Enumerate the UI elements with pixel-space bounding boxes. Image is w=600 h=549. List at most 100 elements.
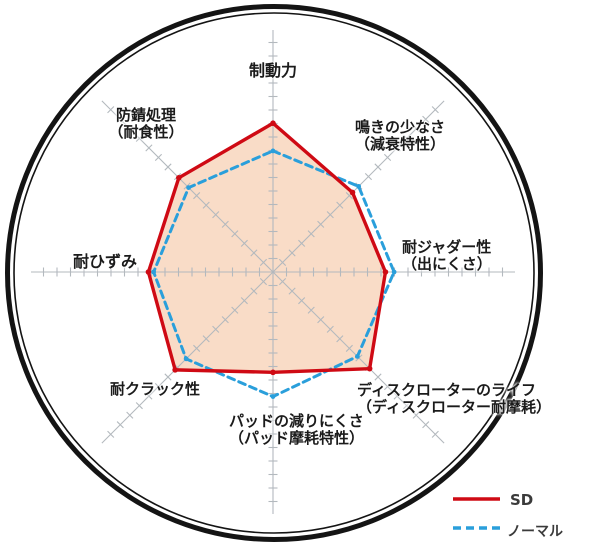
axis-tick [145, 392, 153, 400]
axis-label-braking: 制動力 [249, 62, 297, 79]
axis-tick [336, 201, 344, 209]
axis-label-distortion: 耐ひずみ [73, 253, 137, 270]
axis-tick [164, 373, 172, 381]
axis-label-text: 耐ジャダー性 [402, 238, 492, 256]
axis-tick [212, 325, 220, 333]
axis-tick [231, 306, 239, 314]
axis-label-text: 耐クラック性 [109, 380, 201, 398]
normal-vertex-dot [186, 185, 191, 190]
axis-tick [259, 277, 268, 286]
sd-vertex-dot [382, 269, 389, 275]
sd-vertex-dot [270, 120, 276, 127]
axis-tick [154, 382, 163, 391]
axis-label-pad-wear: パッドの減りにくさ （パッド摩耗特性） [229, 413, 364, 447]
axis-tick [116, 421, 124, 429]
axis-tick [345, 344, 353, 352]
normal-vertex-dot [270, 148, 276, 154]
axis-tick [107, 430, 115, 438]
axis-tick [202, 201, 210, 209]
sd-vertex-dot [172, 367, 178, 373]
axis-tick [259, 258, 268, 267]
axis-tick [288, 287, 296, 295]
axis-label-subtext: （出にくさ） [402, 255, 492, 273]
axis-tick [374, 373, 382, 381]
axis-tick [221, 316, 229, 324]
axis-tick [288, 249, 296, 257]
axis-tick [326, 211, 334, 219]
axis-tick [383, 382, 392, 391]
axis-tick [326, 325, 334, 333]
axis-label-subtext: （減衰特性） [354, 135, 446, 153]
axis-tick [393, 144, 401, 152]
axis-tick [307, 230, 315, 238]
sd-vertex-dot [349, 189, 356, 196]
axis-tick [107, 106, 115, 114]
axis-label-crack-resistance: 耐クラック性 [110, 381, 200, 398]
sd-vertex-dot [176, 175, 182, 181]
axis-tick [431, 430, 439, 438]
axis-tick [126, 411, 134, 419]
axis-tick [193, 192, 201, 200]
axis-tick [250, 249, 258, 257]
axis-label-subtext: （パッド摩耗特性） [229, 429, 365, 447]
axis-tick [240, 297, 248, 305]
axis-tick [345, 192, 353, 200]
axis-label-rust-prevention: 防錆処理 （耐食性） [108, 107, 183, 141]
normal-vertex-dot [355, 354, 360, 359]
axis-tick [212, 211, 220, 219]
axis-tick [422, 115, 430, 123]
axis-tick [116, 115, 124, 123]
normal-vertex-dot [151, 269, 157, 275]
sd-vertex-dot [270, 369, 276, 376]
sd-vertex-dot [145, 269, 152, 275]
axis-tick [135, 402, 143, 410]
axis-tick [403, 402, 411, 410]
axis-tick [221, 220, 229, 228]
axis-tick [126, 125, 134, 133]
axis-label-noise: 鳴きの少なさ （減衰特性） [355, 119, 445, 153]
axis-label-text: 制動力 [248, 61, 298, 80]
axis-tick [154, 153, 163, 162]
axis-label-subtext: （耐食性） [108, 123, 184, 141]
normal-vertex-dot [183, 356, 189, 362]
axis-tick [298, 297, 306, 305]
axis-tick [317, 220, 325, 228]
axis-label-text: 鳴きの少なさ [354, 118, 446, 136]
sd-vertex-dot [366, 365, 373, 372]
axis-tick [422, 421, 430, 429]
axis-label-text: 耐ひずみ [72, 252, 138, 271]
axis-label-text: 防錆処理 [115, 106, 177, 124]
sd-fill-area [148, 123, 386, 373]
axis-tick [403, 134, 411, 142]
axis-tick [307, 306, 315, 314]
rotor-inner-ring [13, 12, 535, 534]
axis-tick [364, 172, 373, 181]
axis-tick [412, 125, 420, 133]
axis-tick [193, 344, 201, 352]
axis-tick [412, 411, 420, 419]
axis-label-judder: 耐ジャダー性 （出にくさ） [402, 239, 492, 273]
axis-tick [374, 163, 382, 171]
axis-tick [164, 163, 172, 171]
normal-vertex-dot [356, 183, 362, 189]
axis-label-subtext: （ディスクローター耐摩耗） [357, 398, 551, 416]
axis-tick [278, 277, 287, 286]
normal-vertex-dot [270, 394, 276, 399]
legend-label-sd: SD [510, 491, 534, 509]
rotor-outer-ring [5, 4, 543, 542]
axis-tick [278, 258, 287, 267]
axis-tick [431, 106, 439, 114]
axis-tick [145, 144, 153, 152]
normal-vertex-dot [391, 269, 397, 275]
axis-tick [383, 153, 392, 162]
axis-tick [135, 134, 143, 142]
axis-tick [202, 335, 210, 343]
axis-label-rotor-life: ディスクローターのライフ （ディスクローター耐摩耗） [357, 382, 551, 416]
axis-tick [336, 335, 344, 343]
axis-tick [231, 230, 239, 238]
axis-tick [240, 239, 248, 247]
axis-label-text: パッドの減りにくさ [229, 412, 364, 430]
axis-tick [393, 392, 401, 400]
